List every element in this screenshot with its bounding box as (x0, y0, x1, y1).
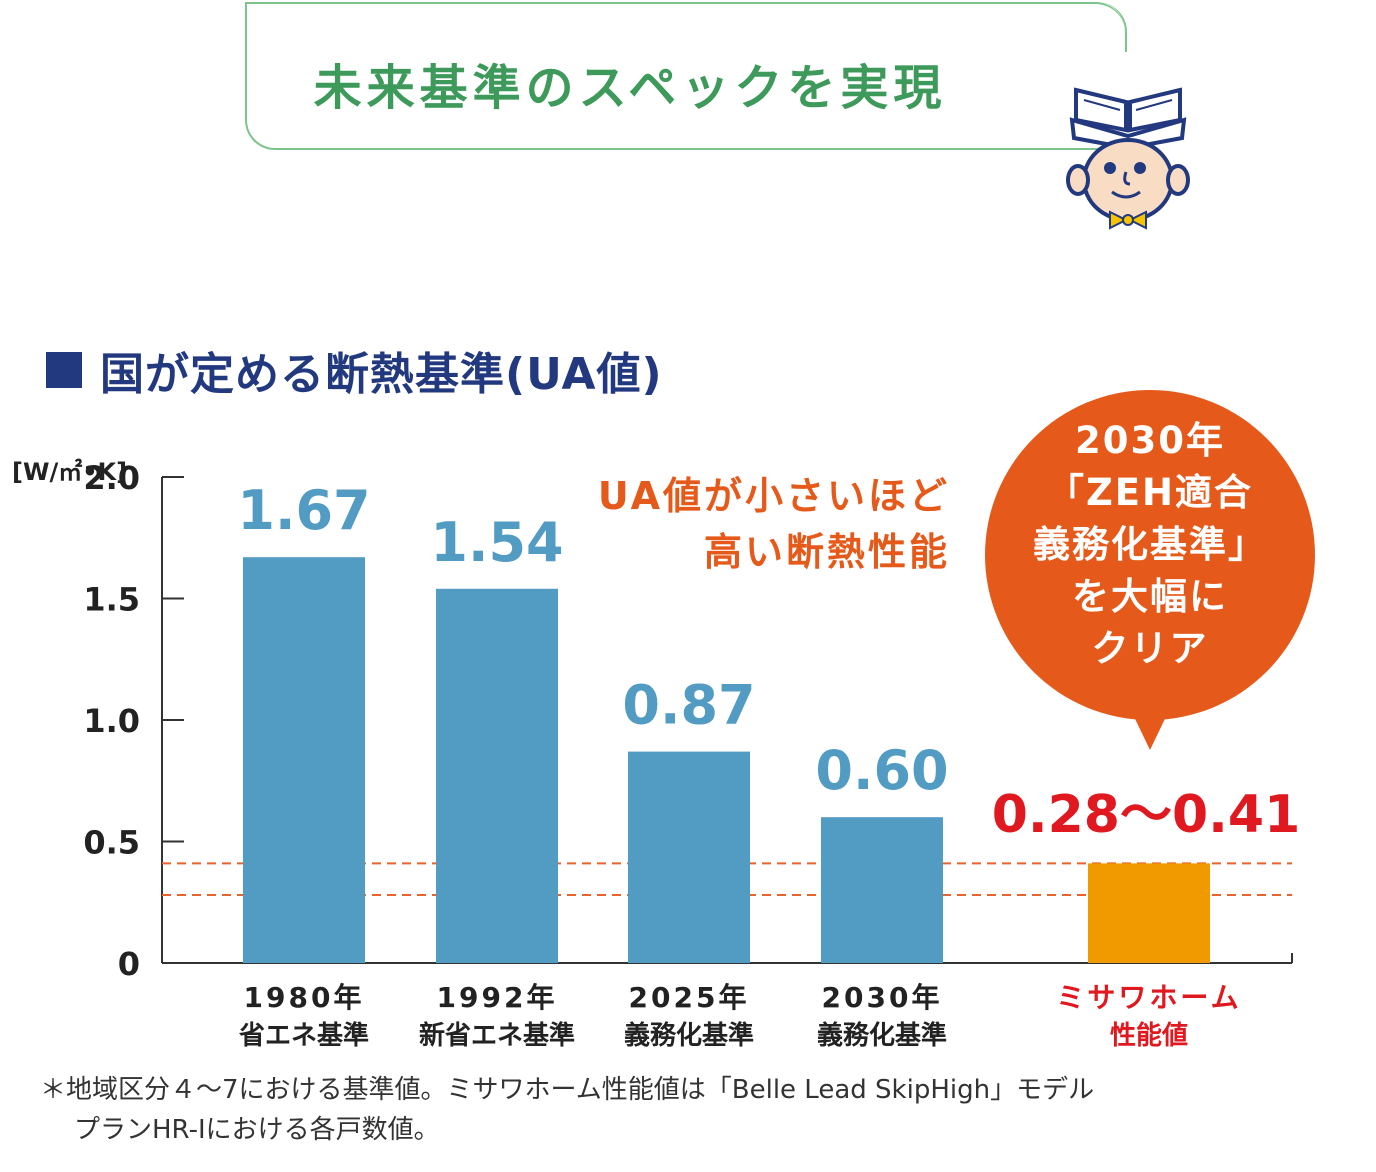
x-category-label: 1980年 (244, 981, 365, 1014)
callout-text: 2030年 「ZEH適合 義務化基準」 を大幅に クリア (985, 415, 1315, 675)
y-axis-unit: [W/㎡•K] (12, 458, 128, 486)
section-heading: 国が定める断熱基準(UA値) (46, 340, 663, 400)
x-category-sublabel: 性能値 (1110, 1020, 1188, 1051)
footnote-line-2: プランHR-Iにおける各戸数値。 (74, 1115, 440, 1145)
annotation-line-2: 高い断熱性能 (703, 530, 950, 574)
bar-value-label: 1.67 (237, 479, 370, 542)
bar (628, 751, 750, 963)
bar (436, 588, 558, 963)
x-category-label: 2025年 (629, 981, 750, 1014)
callout-line-3: 義務化基準」 (1033, 523, 1267, 566)
x-category-label: 2030年 (822, 981, 943, 1014)
bar-value-label: 0.87 (622, 674, 755, 737)
callout-bubble (985, 390, 1315, 720)
y-tick-label: 1.0 (83, 702, 140, 740)
y-tick-label: 0 (118, 945, 140, 983)
mascot-icon (1066, 87, 1190, 230)
annotation-line-1: UA値が小さいほど (597, 474, 950, 518)
x-category-sublabel: 義務化基準 (817, 1020, 947, 1051)
section-title: 国が定める断熱基準(UA値) (100, 349, 663, 400)
square-bullet-icon (46, 352, 82, 388)
bar (243, 557, 365, 963)
x-category-label: ミサワホーム (1056, 981, 1241, 1014)
callout-bubble-tail (1126, 700, 1174, 750)
x-category-sublabel: 義務化基準 (624, 1020, 754, 1051)
footnote: ＊地域区分４〜7における基準値。ミサワホーム性能値は「Belle Lead Sk… (40, 1070, 1360, 1150)
x-category-sublabel: 省エネ基準 (238, 1020, 369, 1051)
bar (821, 817, 943, 963)
chart-annotation: UA値が小さいほど 高い断熱性能 (560, 468, 950, 580)
y-tick-label: 2.0 (83, 459, 140, 497)
x-category-label: 1992年 (437, 981, 558, 1014)
page-title: 未来基準のスペックを実現 (313, 60, 947, 116)
title-frame (245, 2, 1127, 150)
callout-line-5: クリア (1091, 627, 1209, 670)
bar-value-label: 0.28〜0.41 (992, 785, 1301, 845)
bar-value-label: 1.54 (430, 511, 563, 574)
callout-line-1: 2030年 (1075, 419, 1225, 462)
bar-value-label: 0.60 (815, 739, 948, 802)
footnote-line-1: ＊地域区分４〜7における基準値。ミサワホーム性能値は「Belle Lead Sk… (40, 1075, 1095, 1105)
y-tick-label: 0.5 (83, 824, 140, 862)
callout-line-2: 「ZEH適合 (1046, 471, 1254, 514)
x-category-sublabel: 新省エネ基準 (419, 1020, 575, 1051)
callout-line-4: を大幅に (1072, 575, 1228, 618)
y-tick-label: 1.5 (83, 581, 140, 619)
bar (1088, 863, 1210, 963)
